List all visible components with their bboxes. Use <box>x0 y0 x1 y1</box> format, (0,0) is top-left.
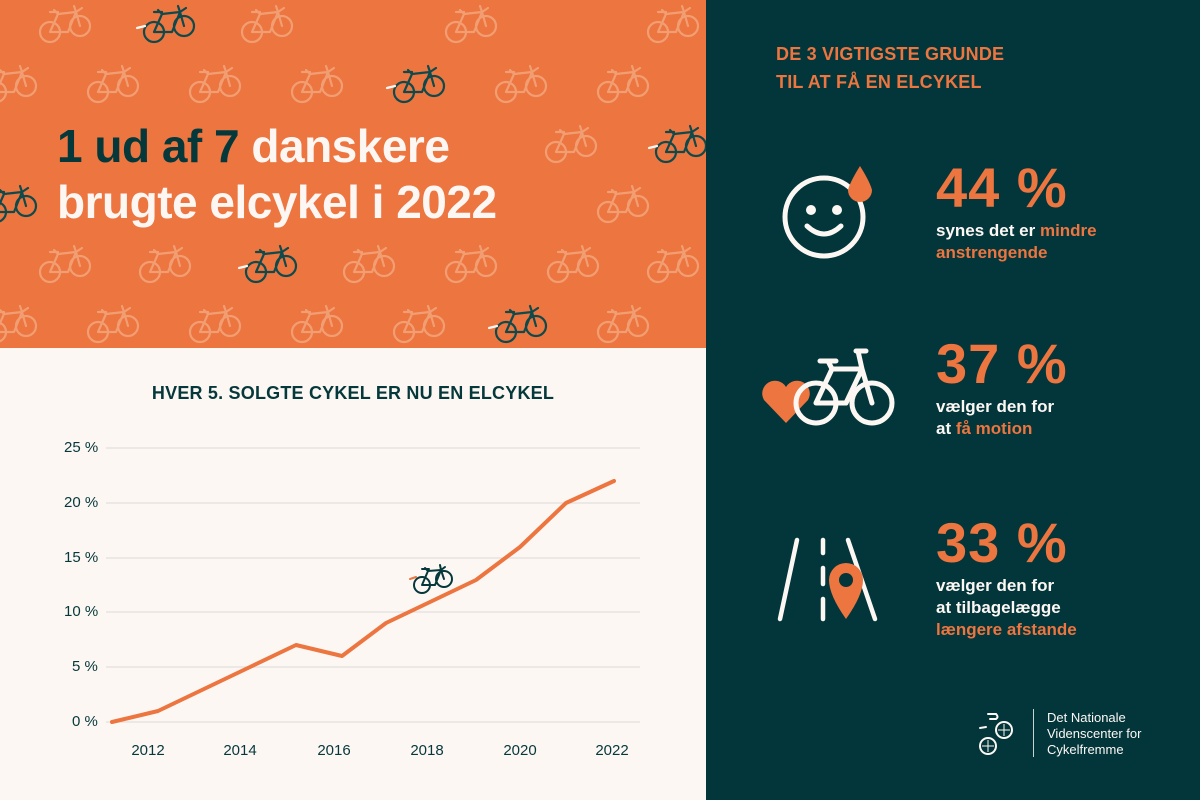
y-tick-15: 15 % <box>64 549 99 566</box>
logo-line1: Det Nationale <box>1047 710 1126 725</box>
stat-description: vælger den for at få motion <box>936 396 1068 440</box>
headline-rest: danskere <box>239 120 450 172</box>
bicycle-pattern <box>0 4 706 344</box>
x-tick-2014: 2014 <box>223 742 257 759</box>
x-tick-2020: 2020 <box>503 742 537 759</box>
headline-banner: 1 ud af 7 danskere brugte elcykel i 2022 <box>0 0 706 348</box>
stat-desc-highlight: mindre anstrengende <box>936 221 1097 262</box>
reasons-title-line2: TIL AT FÅ EN ELCYKEL <box>776 72 982 92</box>
stat-description: synes det er mindre anstrengende <box>936 220 1200 264</box>
x-tick-2012: 2012 <box>131 742 165 759</box>
y-tick-25: 25 % <box>64 439 99 456</box>
stat-33: 33 % vælger den for at tilbagelægge læng… <box>936 515 1077 641</box>
x-tick-2018: 2018 <box>410 742 444 759</box>
y-tick-20: 20 % <box>64 494 99 511</box>
x-tick-2016: 2016 <box>317 742 351 759</box>
stat-desc-plain: at <box>936 419 956 438</box>
line-chart <box>106 447 640 724</box>
headline: 1 ud af 7 danskere brugte elcykel i 2022 <box>57 118 497 230</box>
y-tick-10: 10 % <box>64 603 99 620</box>
bicycle-heart-icon <box>762 348 895 426</box>
reasons-title: DE 3 VIGTIGSTE GRUNDE TIL AT FÅ EN ELCYK… <box>776 40 1004 96</box>
stat-desc-highlight: få motion <box>955 419 1033 438</box>
logo-line2: Videnscenter for <box>1047 726 1142 741</box>
stat-value: 33 % <box>936 511 1068 574</box>
bicycle-icon <box>409 564 453 594</box>
stat-desc-line2: at tilbagelægge <box>936 598 1061 617</box>
headline-highlight: 1 ud af 7 <box>57 120 240 172</box>
stat-description: vælger den for at tilbagelægge længere a… <box>936 575 1077 641</box>
stat-desc-plain: synes det er <box>936 221 1040 240</box>
stat-desc-line1: vælger den for <box>936 397 1055 416</box>
y-tick-0: 0 % <box>72 713 98 730</box>
reasons-title-line1: DE 3 VIGTIGSTE GRUNDE <box>776 44 1005 64</box>
logo-divider <box>1033 709 1034 757</box>
stat-44: 44 % synes det er mindre anstrengende <box>936 160 1200 264</box>
chart-title: HVER 5. SOLGTE CYKEL ER NU EN ELCYKEL <box>151 383 555 403</box>
headline-line2: brugte elcykel i 2022 <box>57 176 497 228</box>
chart-panel <box>0 348 706 800</box>
logo-icon <box>979 713 1013 755</box>
stat-desc-highlight: længere afstande <box>936 620 1077 639</box>
stat-value: 44 % <box>936 156 1068 219</box>
y-tick-5: 5 % <box>72 658 98 675</box>
data-line <box>110 479 616 724</box>
smiley-sweat-icon <box>782 166 872 259</box>
logo-text: Det Nationale Videnscenter for Cykelfrem… <box>1047 710 1141 758</box>
x-tick-2022: 2022 <box>595 742 629 759</box>
stat-37: 37 % vælger den for at få motion <box>936 336 1068 440</box>
stat-desc-line1: vælger den for <box>936 576 1055 595</box>
logo-line3: Cykelfremme <box>1047 742 1124 757</box>
road-pin-icon <box>777 537 878 622</box>
gridlines <box>106 447 640 723</box>
stat-value: 37 % <box>936 332 1068 395</box>
